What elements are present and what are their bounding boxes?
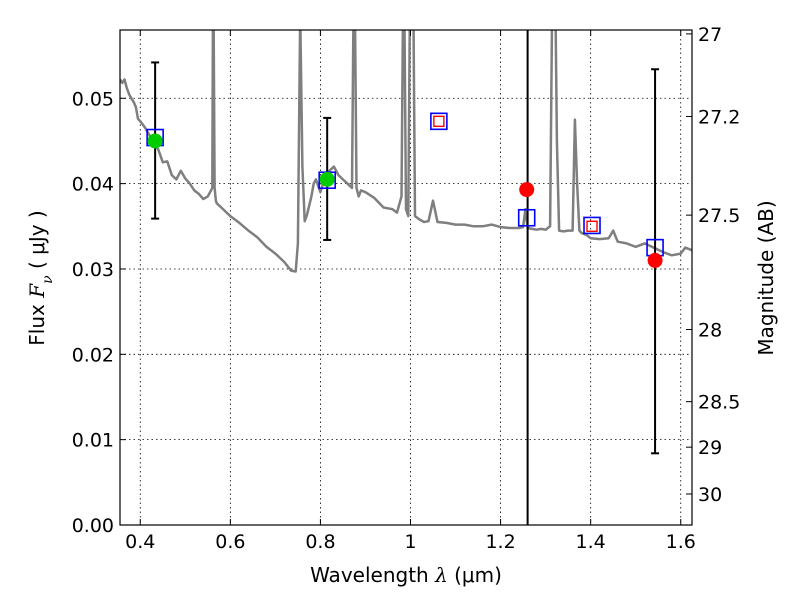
y2-tick-label: 27 xyxy=(698,24,722,46)
marker-layer xyxy=(146,30,664,525)
y-tick-label: 0.02 xyxy=(72,344,114,366)
measurement-point xyxy=(519,182,535,198)
y-tick-label: 0.05 xyxy=(72,88,114,110)
model-photometry-square xyxy=(517,208,536,227)
open-red-square xyxy=(433,115,445,128)
y-tick-label: 0.03 xyxy=(72,259,114,281)
data-layer xyxy=(120,30,692,273)
y2-tick-label: 28 xyxy=(698,319,722,341)
model-spectrum-line xyxy=(120,30,692,273)
x-tick-label: 0.4 xyxy=(125,531,155,553)
plot-frame xyxy=(119,29,693,526)
x-tick-label: 1.6 xyxy=(666,531,696,553)
x-tick-label: 0.6 xyxy=(215,531,245,553)
y2-tick-label: 28.5 xyxy=(698,392,740,414)
x-tick-label: 0.8 xyxy=(305,531,335,553)
x-tick-label: 1.4 xyxy=(576,531,606,553)
y2-tick-label: 27.5 xyxy=(698,205,740,227)
measurement-point xyxy=(647,252,663,268)
axis-ticks: 0.4 0.6 0.8 1 1.2 1.4 1.6 0.00 0.01 0.02 0.03 0.04 0… xyxy=(72,24,741,553)
x-tick-label: 1.2 xyxy=(485,531,515,553)
y-tick-label: 0.00 xyxy=(72,515,114,537)
detection-point xyxy=(319,171,335,187)
y-tick-label: 0.04 xyxy=(72,174,114,196)
y2-axis-label: Magnitude (AB) xyxy=(754,200,778,355)
y2-tick-label: 29 xyxy=(698,437,722,459)
model-photometry-square xyxy=(430,112,448,131)
y-axis-label: Flux Fν ( μJy ) xyxy=(25,210,56,345)
y2-tick-label: 27.2 xyxy=(698,107,740,129)
detection-point xyxy=(147,133,163,149)
y-tick-label: 0.01 xyxy=(72,430,114,452)
open-red-square xyxy=(586,220,598,232)
x-axis-label: Wavelength λ (μm) xyxy=(310,563,502,587)
x-tick-label: 1 xyxy=(404,531,416,553)
model-photometry-square xyxy=(583,216,601,235)
y2-tick-label: 30 xyxy=(698,484,722,506)
